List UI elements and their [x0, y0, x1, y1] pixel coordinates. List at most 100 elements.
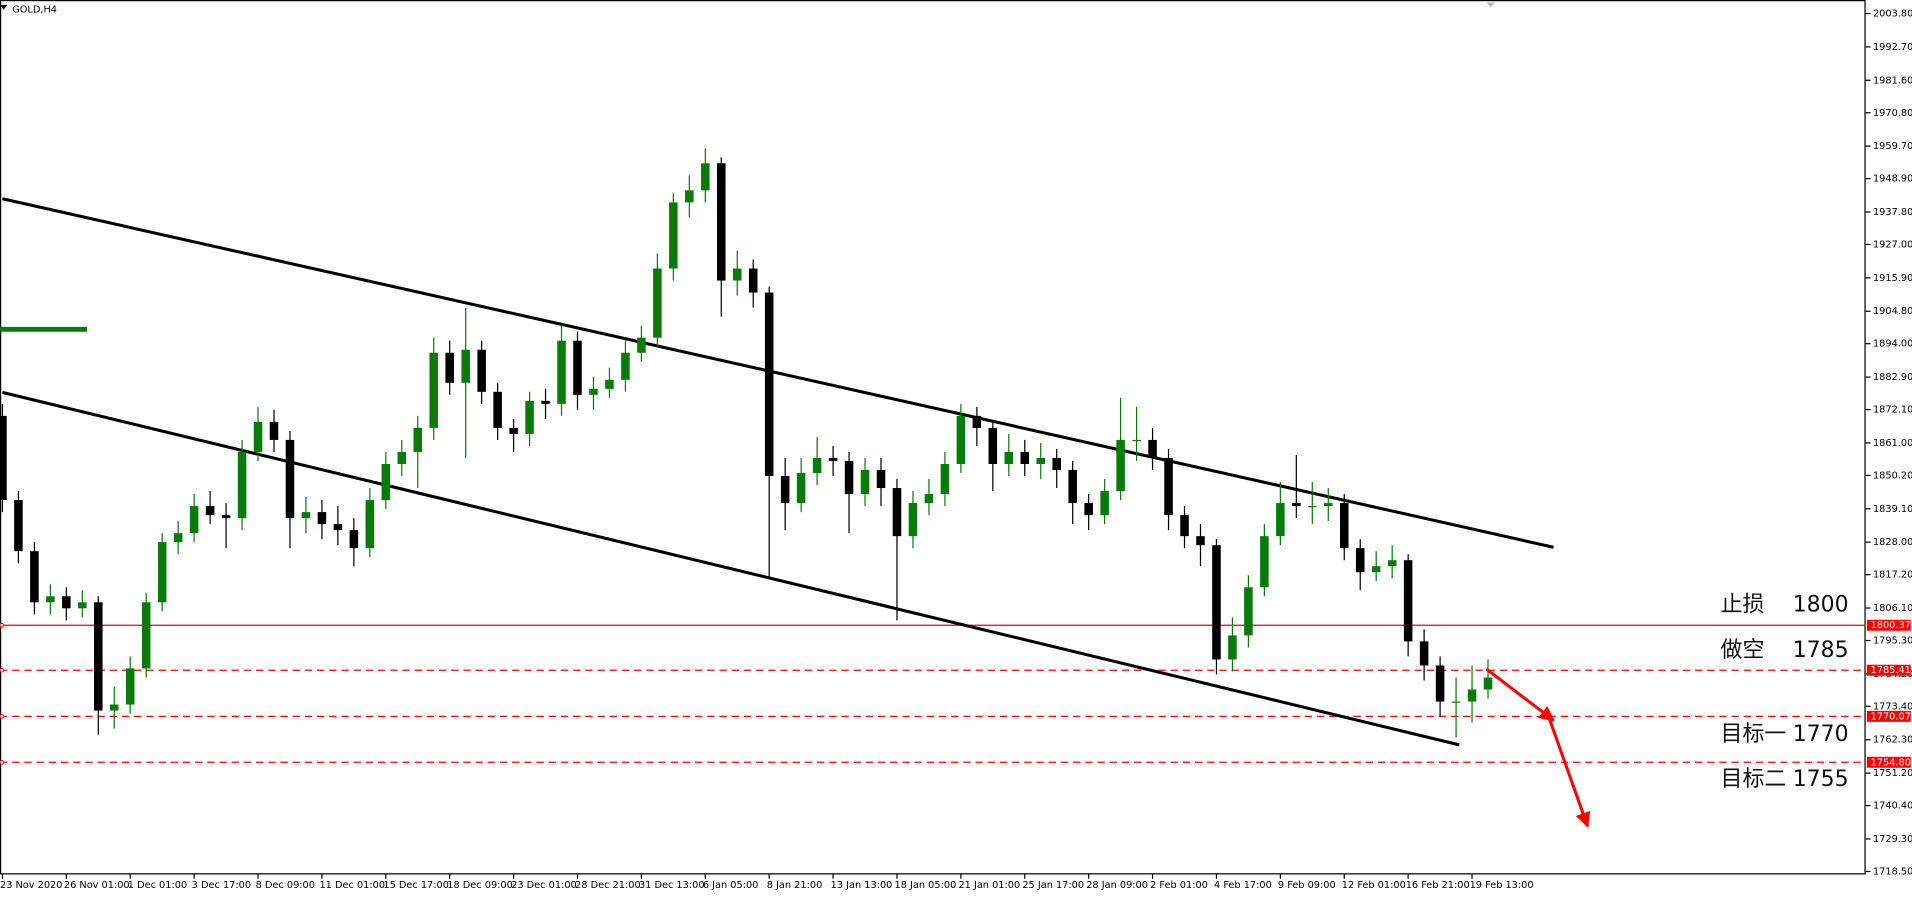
x-tick-label: 21 Jan 01:00 — [958, 880, 1020, 891]
x-tick-label: 18 Dec 09:00 — [447, 880, 513, 891]
candle-body — [221, 515, 231, 519]
candle-body — [461, 349, 470, 383]
y-tick-label: 1828.00 — [1873, 537, 1912, 548]
trend-line — [2, 197, 1554, 549]
x-tick-label: 9 Feb 09:00 — [1278, 880, 1336, 891]
candle-body — [78, 602, 87, 609]
y-tick-label: 1729.30 — [1873, 834, 1912, 845]
y-tick-label: 1861.00 — [1873, 438, 1912, 449]
candle-body — [14, 500, 23, 552]
candle-body — [892, 488, 902, 537]
annotation-value: 1755 — [1793, 767, 1849, 792]
y-tick-label: 1882.90 — [1873, 372, 1912, 383]
candle-body — [1451, 701, 1461, 703]
candle-body — [1483, 677, 1493, 690]
x-tick-label: 8 Jan 21:00 — [767, 880, 823, 891]
y-tick-label: 2003.80 — [1873, 9, 1912, 20]
candle-body — [173, 533, 183, 543]
y-tick-label: 1927.00 — [1873, 239, 1912, 250]
x-tick-label: 15 Dec 17:00 — [383, 880, 449, 891]
x-tick-label: 8 Dec 09:00 — [256, 880, 315, 891]
arrow — [1547, 716, 1591, 828]
level-tag-label: 1785.41 — [1871, 665, 1911, 676]
level-anchor — [0, 667, 5, 673]
candle-body — [1164, 457, 1173, 516]
candle-body — [1260, 536, 1269, 588]
candle-body — [605, 379, 614, 389]
level-anchor — [0, 714, 5, 719]
candle-body — [1467, 689, 1477, 702]
candle-body — [1292, 503, 1301, 507]
y-tick-label: 1773.40 — [1873, 701, 1912, 712]
candle-body — [493, 391, 502, 428]
candle-body — [780, 476, 790, 504]
candle-body — [796, 473, 806, 504]
x-tick-label: 6 Jan 05:00 — [703, 880, 759, 891]
candle-body — [701, 163, 710, 191]
x-tick-label: 11 Dec 01:00 — [319, 880, 385, 891]
candle-body — [1196, 536, 1205, 546]
y-tick-label: 1762.30 — [1873, 735, 1912, 746]
annotation-value: 1800 — [1793, 593, 1849, 618]
candle-body — [253, 421, 263, 452]
annotation-value: 1785 — [1793, 638, 1849, 663]
x-tick-label: 13 Jan 13:00 — [831, 880, 893, 891]
candle-body — [988, 427, 998, 464]
candle-body — [956, 415, 966, 464]
candle-body — [141, 602, 151, 669]
candle-body — [685, 190, 694, 203]
y-tick-label: 1795.30 — [1873, 635, 1912, 646]
candle-body — [653, 268, 662, 338]
candle-body — [1004, 451, 1014, 464]
candle-body — [972, 415, 982, 428]
candle-body — [157, 542, 167, 603]
candle-body — [1228, 635, 1237, 660]
x-tick-label: 28 Dec 21:00 — [575, 880, 641, 891]
candle-body — [301, 512, 311, 519]
candle-body — [1276, 503, 1285, 537]
level-tag — [1866, 619, 1911, 631]
x-tick-label: 23 Dec 01:00 — [511, 880, 577, 891]
x-tick-label: 23 Nov 2020 — [0, 880, 62, 891]
candle-body — [94, 602, 103, 711]
candle-body — [0, 415, 7, 501]
candle-body — [205, 506, 215, 516]
symbol-menu[interactable] — [0, 4, 8, 10]
x-tick-label: 2 Feb 01:00 — [1150, 880, 1208, 891]
candle-body — [477, 349, 486, 392]
annotation-label: 目标一 — [1721, 722, 1787, 747]
annotation-label: 做空 — [1721, 638, 1765, 663]
candle-body — [717, 163, 726, 281]
y-tick-label: 1718.50 — [1873, 866, 1912, 877]
candle-body — [1403, 560, 1413, 642]
candle-body — [748, 268, 758, 293]
candle-body — [1020, 451, 1030, 464]
candle-body — [1244, 587, 1253, 636]
candle-body — [732, 268, 742, 281]
candle-body — [237, 451, 247, 519]
x-tick-label: 19 Feb 13:00 — [1470, 880, 1534, 891]
y-tick-label: 1839.10 — [1873, 504, 1912, 515]
y-tick-label: 1894.00 — [1873, 339, 1912, 350]
y-tick-label: 1937.80 — [1873, 207, 1912, 218]
candle-body — [285, 439, 295, 519]
x-tick-label: 4 Feb 17:00 — [1214, 880, 1272, 891]
candle-body — [413, 427, 423, 452]
x-tick-label: 12 Feb 01:00 — [1342, 880, 1406, 891]
annotation-label: 目标二 — [1721, 767, 1787, 792]
marks — [0, 148, 1866, 765]
candle-body — [1068, 469, 1077, 504]
candle-body — [924, 494, 934, 504]
candle-body — [1052, 457, 1061, 470]
candle-body — [381, 463, 391, 501]
candle-body — [30, 551, 39, 603]
shift-marker — [1486, 2, 1495, 8]
candle-body — [844, 460, 854, 495]
candle-body — [317, 512, 327, 525]
y-tick-label: 1948.90 — [1873, 174, 1912, 185]
annotation-value: 1770 — [1793, 722, 1849, 747]
candle-body — [1084, 503, 1093, 516]
candle-body — [1132, 439, 1141, 442]
candle-body — [333, 524, 343, 531]
